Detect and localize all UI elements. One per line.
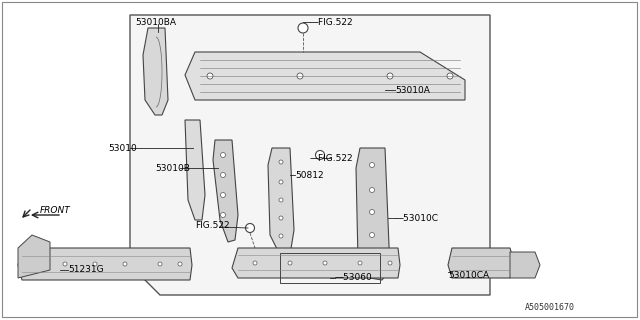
Circle shape <box>178 262 182 266</box>
Circle shape <box>279 216 283 220</box>
Polygon shape <box>356 148 390 280</box>
Circle shape <box>369 233 374 237</box>
Text: 53010CA: 53010CA <box>448 270 489 279</box>
Circle shape <box>123 262 127 266</box>
Circle shape <box>369 163 374 167</box>
Circle shape <box>323 261 327 265</box>
Text: FIG.522: FIG.522 <box>195 220 230 229</box>
Polygon shape <box>143 28 168 115</box>
Text: —FIG.522: —FIG.522 <box>310 154 354 163</box>
Text: 53010BA: 53010BA <box>135 18 176 27</box>
Circle shape <box>297 73 303 79</box>
Polygon shape <box>448 248 515 278</box>
Circle shape <box>288 261 292 265</box>
Text: FRONT: FRONT <box>40 205 71 214</box>
Circle shape <box>279 160 283 164</box>
Polygon shape <box>213 140 238 242</box>
Text: A505001670: A505001670 <box>525 303 575 312</box>
Polygon shape <box>185 52 465 100</box>
Circle shape <box>207 73 213 79</box>
Text: 53010B: 53010B <box>155 164 190 172</box>
Circle shape <box>279 234 283 238</box>
Text: 51231G: 51231G <box>68 266 104 275</box>
Text: 50812: 50812 <box>295 171 324 180</box>
Text: —53060: —53060 <box>335 274 372 283</box>
Polygon shape <box>130 15 490 295</box>
Circle shape <box>279 198 283 202</box>
Circle shape <box>387 73 393 79</box>
Circle shape <box>221 212 225 218</box>
Polygon shape <box>185 120 205 220</box>
Circle shape <box>447 73 453 79</box>
Circle shape <box>158 262 162 266</box>
Circle shape <box>33 262 37 266</box>
Circle shape <box>388 261 392 265</box>
Circle shape <box>93 262 97 266</box>
Circle shape <box>279 180 283 184</box>
Text: —53010C: —53010C <box>395 213 439 222</box>
Circle shape <box>246 223 255 233</box>
Polygon shape <box>232 248 400 278</box>
Circle shape <box>221 193 225 197</box>
Circle shape <box>298 23 308 33</box>
Circle shape <box>221 172 225 178</box>
Circle shape <box>369 188 374 193</box>
Circle shape <box>253 261 257 265</box>
Circle shape <box>358 261 362 265</box>
Text: 53010: 53010 <box>108 143 137 153</box>
Polygon shape <box>510 252 540 278</box>
Polygon shape <box>18 235 50 278</box>
Circle shape <box>63 262 67 266</box>
Polygon shape <box>18 248 192 280</box>
Circle shape <box>369 255 374 260</box>
Circle shape <box>316 150 324 159</box>
Circle shape <box>369 210 374 214</box>
Text: —FIG.522: —FIG.522 <box>310 18 354 27</box>
Text: 53010A: 53010A <box>395 85 430 94</box>
Polygon shape <box>268 148 294 255</box>
Circle shape <box>221 153 225 157</box>
